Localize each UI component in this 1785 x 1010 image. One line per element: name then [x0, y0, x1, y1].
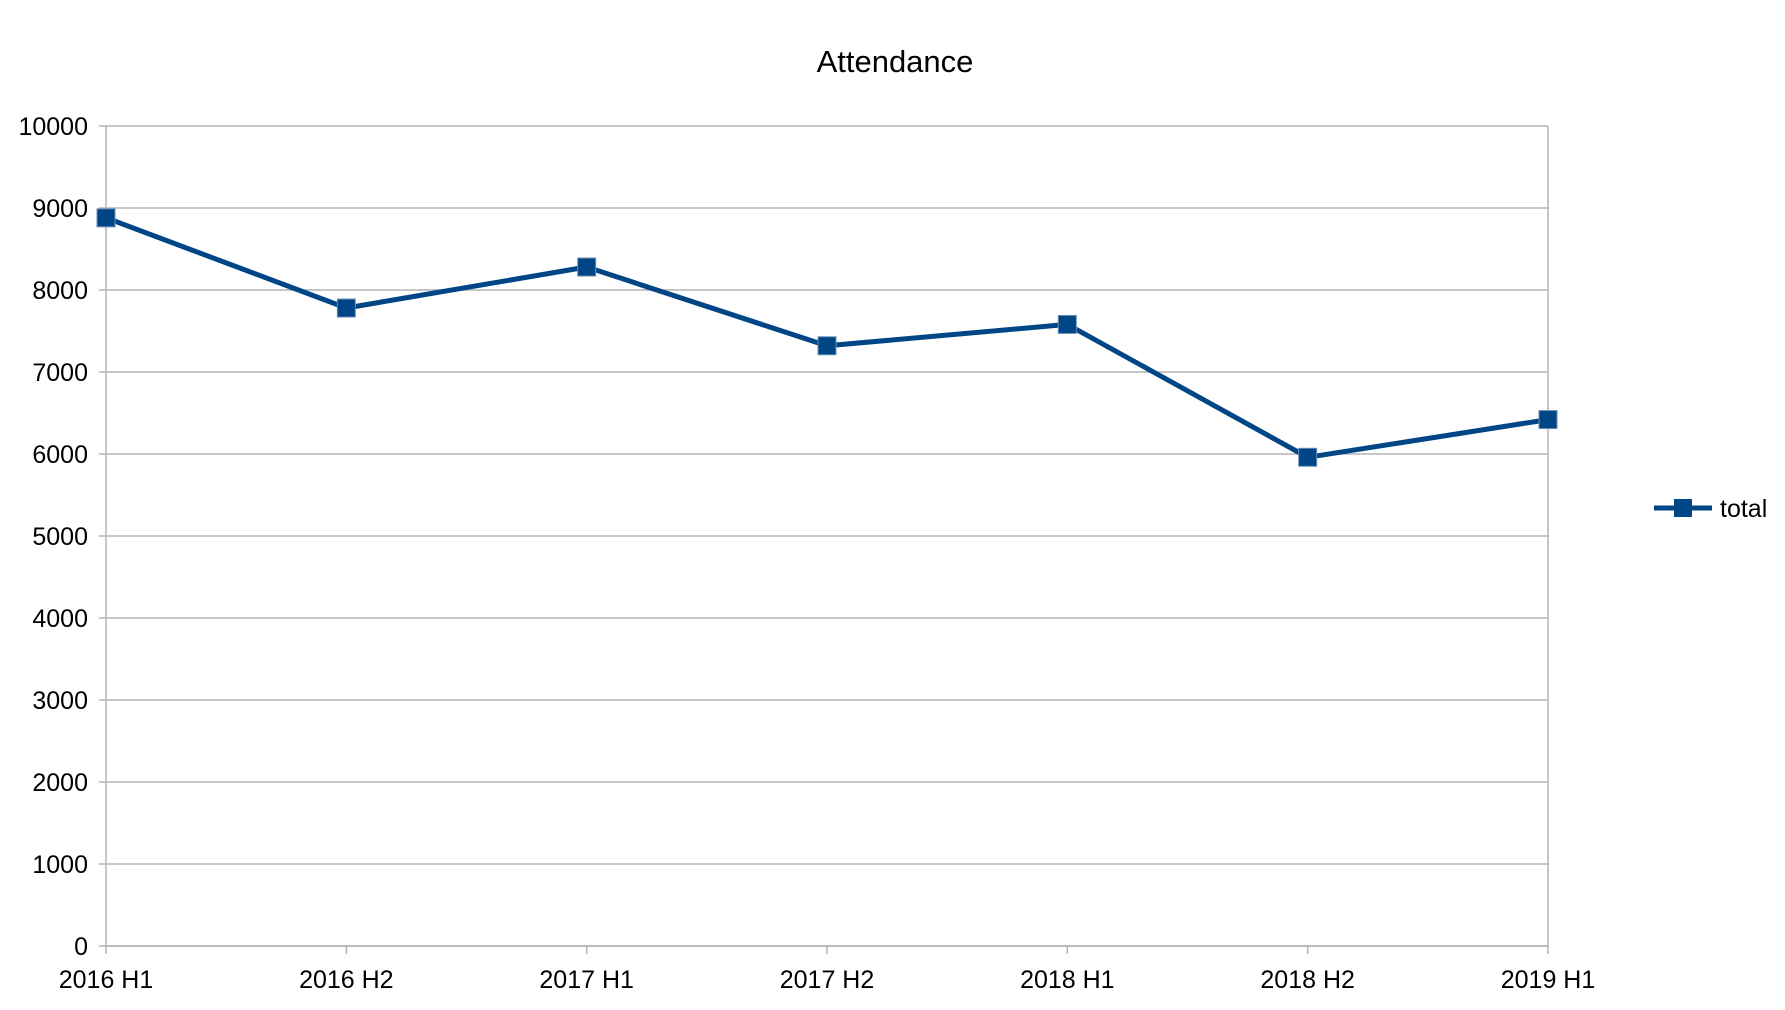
data-point-2016-h1 [96, 208, 116, 228]
gridlines [106, 125, 1548, 947]
y-tick-label: 10000 [18, 113, 88, 141]
data-point-2018-h2 [1298, 447, 1318, 467]
y-tick-label: 6000 [32, 441, 88, 469]
x-tick-label: 2018 H2 [1260, 966, 1355, 994]
y-tick-label: 1000 [32, 851, 88, 879]
y-tick-label: 0 [74, 933, 88, 961]
y-tick-label: 7000 [32, 359, 88, 387]
y-tick-label: 4000 [32, 605, 88, 633]
y-tick-label: 3000 [32, 687, 88, 715]
x-axis-tick-labels: 2016 H1 2016 H2 2017 H1 2017 H2 2018 H1 2018 … [59, 966, 1596, 994]
y-tick-label: 8000 [32, 277, 88, 305]
legend: total [1654, 495, 1767, 523]
data-point-2018-h1 [1057, 314, 1077, 334]
legend-label: total [1720, 495, 1767, 523]
y-tick-label: 2000 [32, 769, 88, 797]
legend-marker [1674, 499, 1692, 517]
x-tick-label: 2016 H2 [299, 966, 394, 994]
data-point-2017-h2 [817, 336, 837, 356]
y-tick-label: 5000 [32, 523, 88, 551]
series-total [96, 208, 1558, 467]
x-tick-label: 2016 H1 [59, 966, 154, 994]
x-tick-label: 2019 H1 [1501, 966, 1596, 994]
data-point-2019-h1 [1538, 410, 1558, 430]
data-point-2016-h2 [336, 298, 356, 318]
data-point-2017-h1 [577, 257, 597, 277]
axes [99, 125, 1549, 954]
chart-title: Attendance [817, 44, 974, 79]
x-tick-label: 2018 H1 [1020, 966, 1115, 994]
x-tick-label: 2017 H2 [780, 966, 875, 994]
y-axis-tick-labels: 0 1000 2000 3000 4000 5000 6000 7000 8000 9000 100… [18, 113, 88, 961]
y-tick-label: 9000 [32, 195, 88, 223]
x-tick-label: 2017 H1 [539, 966, 634, 994]
